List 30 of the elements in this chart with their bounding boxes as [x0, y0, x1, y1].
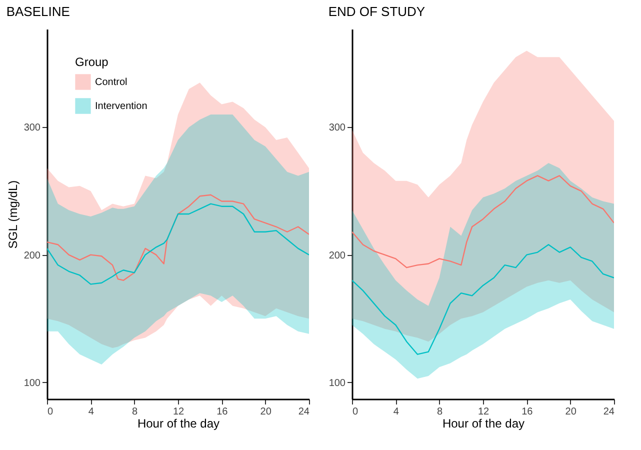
x-tick-label: 24	[603, 406, 615, 418]
x-tick-label: 4	[393, 406, 400, 418]
y-tick-label: 300	[328, 122, 346, 134]
chart-title: BASELINE	[6, 4, 70, 19]
x-tick-label: 4	[88, 406, 94, 418]
x-tick-label: 16	[216, 406, 228, 418]
x-tick-label: 24	[298, 406, 310, 418]
x-tick-label: 0	[48, 406, 54, 418]
x-tick-label: 0	[352, 406, 358, 418]
chart-title: END OF STUDY	[328, 4, 426, 19]
line-series	[352, 175, 614, 268]
y-tick-label: 100	[24, 378, 41, 389]
x-axis-title: Hour of the day	[137, 416, 220, 430]
y-tick-label: 100	[328, 378, 346, 389]
x-tick-label: 20	[260, 406, 272, 418]
legend-title: Group	[75, 55, 109, 69]
line-series	[352, 244, 614, 355]
x-axis-title: Hour of the day	[442, 416, 525, 430]
y-tick-label: 300	[24, 122, 41, 134]
y-axis-title: SGL (mg/dL)	[6, 180, 20, 249]
x-tick-label: 12	[478, 406, 490, 418]
x-tick-label: 8	[132, 406, 138, 418]
legend-label: Control	[95, 77, 128, 88]
y-tick-label: 200	[328, 250, 346, 262]
x-tick-label: 12	[172, 406, 184, 418]
x-tick-label: 8	[437, 406, 444, 418]
y-tick-label: 200	[24, 250, 41, 262]
x-tick-label: 20	[565, 406, 577, 418]
legend-label: Intervention	[95, 101, 148, 112]
x-tick-label: 16	[522, 406, 534, 418]
